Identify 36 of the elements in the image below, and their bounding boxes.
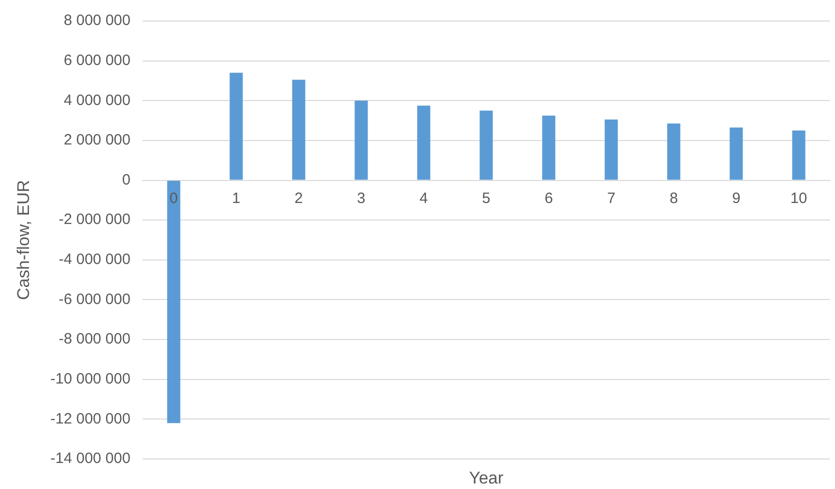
bar [417, 106, 430, 180]
y-tick-label: 8 000 000 [64, 12, 130, 30]
x-tick-label: 10 [790, 190, 808, 207]
x-axis-title: Year [469, 468, 504, 488]
y-tick-label: 0 [122, 171, 130, 188]
x-tick-label: 8 [670, 190, 678, 207]
x-tick-label: 7 [607, 190, 616, 207]
y-tick-label: -6 000 000 [58, 290, 130, 308]
bar [604, 120, 618, 180]
bar [167, 180, 180, 424]
bar [667, 124, 680, 180]
y-tick-label: -12 000 000 [50, 410, 130, 428]
bar [792, 130, 806, 180]
x-tick-label: 4 [420, 190, 428, 207]
x-tick-label: 0 [170, 190, 178, 207]
x-tick-label: 1 [232, 190, 240, 207]
bar [354, 100, 368, 180]
y-tick-label: -4 000 000 [58, 251, 130, 268]
y-tick-label: 6 000 000 [64, 52, 130, 69]
bar [480, 110, 493, 180]
bar [730, 128, 743, 180]
bar [542, 116, 556, 180]
bar [230, 72, 243, 180]
y-axis-title: Cash-flow, EUR [14, 180, 33, 300]
y-tick-label: 2 000 000 [64, 132, 130, 149]
x-tick-label: 2 [294, 190, 303, 207]
x-tick-label: 3 [357, 190, 366, 207]
y-tick-label: -10 000 000 [50, 370, 130, 388]
y-tick-label: -14 000 000 [50, 450, 130, 468]
bar [292, 80, 306, 180]
y-tick-label: -2 000 000 [58, 211, 130, 228]
y-tick-label: 4 000 000 [64, 92, 130, 109]
x-tick-label: 6 [544, 190, 553, 207]
y-tick-label: -8 000 000 [58, 330, 130, 348]
x-tick-label: 5 [482, 190, 490, 207]
x-tick-label: 9 [732, 190, 740, 207]
